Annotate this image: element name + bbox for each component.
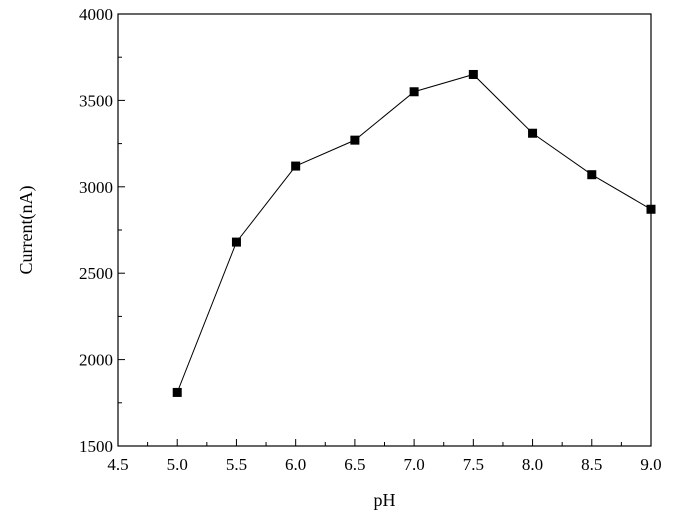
data-point <box>528 128 538 138</box>
data-point <box>646 204 656 214</box>
series-markers <box>172 69 656 397</box>
data-point <box>587 170 597 180</box>
data-point <box>231 237 241 247</box>
x-axis: 4.5 5.0 5.5 6.0 6.5 7.0 7.5 8.0 8.5 9.0 <box>107 439 662 474</box>
x-tick-label: 5.0 <box>167 455 188 474</box>
y-tick-label: 3500 <box>79 91 113 110</box>
x-tick-label: 7.0 <box>403 455 424 474</box>
data-point <box>468 69 478 79</box>
x-axis-title: pH <box>374 490 396 510</box>
x-tick-label: 4.5 <box>107 455 128 474</box>
x-tick-label: 8.0 <box>522 455 543 474</box>
series-line <box>176 73 652 393</box>
y-tick-label: 2000 <box>79 351 113 370</box>
data-point <box>291 161 301 171</box>
x-tick-label: 7.5 <box>463 455 484 474</box>
y-tick-label: 1500 <box>79 437 113 456</box>
y-tick-label: 3000 <box>79 178 113 197</box>
plot-frame <box>117 13 652 447</box>
data-point <box>409 87 419 97</box>
y-tick-label: 4000 <box>79 5 113 24</box>
x-tick-label: 6.5 <box>344 455 365 474</box>
y-axis-title: Current(nA) <box>16 186 37 275</box>
x-tick-label: 5.5 <box>226 455 247 474</box>
data-point <box>350 135 360 145</box>
y-tick-label: 2500 <box>79 264 113 283</box>
x-tick-label: 6.0 <box>285 455 306 474</box>
data-point <box>172 387 182 397</box>
x-tick-label: 9.0 <box>640 455 661 474</box>
x-tick-label: 8.5 <box>581 455 602 474</box>
y-axis: 1500 2000 2500 3000 3500 4000 <box>79 5 125 456</box>
